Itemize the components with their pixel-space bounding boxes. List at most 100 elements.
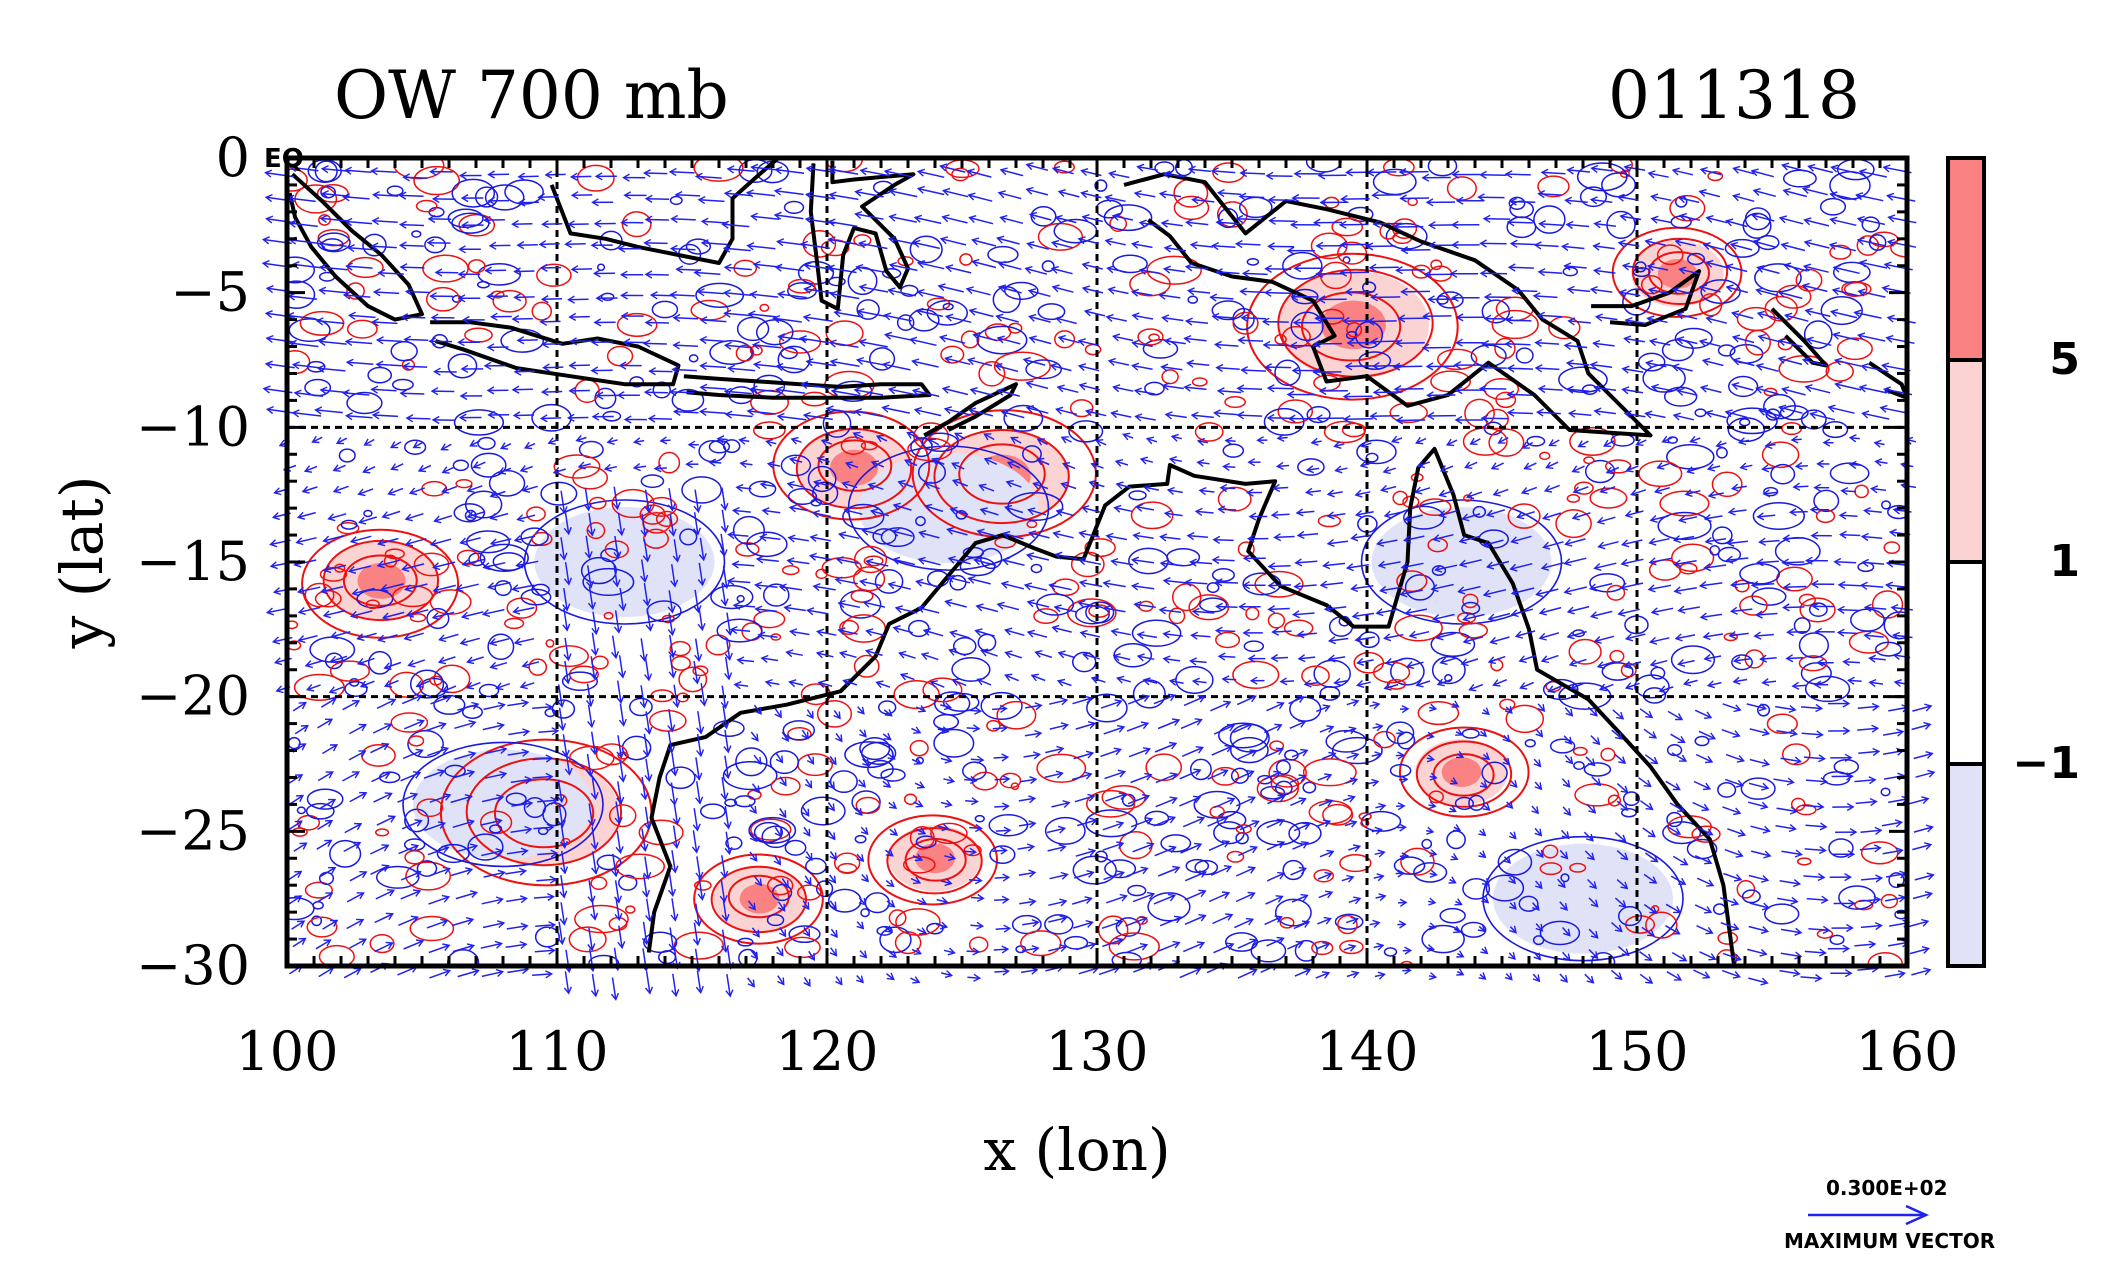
wind-vector-head bbox=[1111, 333, 1121, 342]
wind-vector bbox=[1864, 509, 1882, 514]
wind-vector-head bbox=[623, 191, 632, 200]
wind-vector-head bbox=[755, 555, 764, 564]
wind-vector bbox=[1439, 489, 1455, 497]
wind-vector-head bbox=[1315, 241, 1324, 251]
wind-vector-head bbox=[1116, 675, 1125, 684]
wind-vector bbox=[940, 704, 951, 709]
wind-vector-head bbox=[1563, 262, 1572, 271]
ow-negative-contour bbox=[699, 803, 726, 820]
wind-vector bbox=[560, 825, 566, 848]
wind-vector-head bbox=[860, 827, 869, 836]
wind-vector bbox=[1161, 366, 1183, 371]
wind-vector-head bbox=[269, 539, 278, 548]
ow-positive-contour bbox=[1744, 329, 1771, 356]
wind-vector-head bbox=[1194, 842, 1203, 851]
wind-vector bbox=[800, 337, 830, 344]
wind-vector-head bbox=[1701, 803, 1710, 812]
wind-vector bbox=[344, 294, 371, 298]
ow-negative-contour bbox=[1887, 504, 1907, 520]
wind-vector-head bbox=[969, 775, 978, 785]
wind-vector bbox=[1862, 412, 1890, 420]
wind-vector bbox=[307, 684, 321, 691]
wind-vector-head bbox=[590, 338, 599, 347]
wind-vector-head bbox=[1460, 658, 1469, 667]
wind-vector-head bbox=[377, 634, 386, 643]
wind-vector-head bbox=[1462, 614, 1471, 623]
wind-vector-head bbox=[457, 338, 465, 347]
wind-vector bbox=[1599, 683, 1614, 691]
wind-vector-head bbox=[1886, 238, 1896, 247]
wind-vector bbox=[511, 802, 533, 807]
wind-vector-head bbox=[1217, 505, 1226, 514]
wind-vector-head bbox=[483, 361, 492, 370]
wind-vector-head bbox=[723, 821, 732, 830]
wind-vector bbox=[1641, 926, 1655, 937]
wind-vector bbox=[910, 338, 937, 347]
wind-vector bbox=[1155, 797, 1177, 808]
wind-vector-head bbox=[590, 912, 599, 921]
wind-vector-head bbox=[412, 771, 422, 779]
wind-vector-head bbox=[1163, 337, 1172, 346]
wind-vector bbox=[1220, 486, 1236, 490]
wind-vector-head bbox=[1565, 220, 1574, 230]
wind-vector-head bbox=[838, 650, 848, 659]
wind-vector bbox=[979, 484, 995, 492]
ow-positive-contour bbox=[759, 303, 770, 312]
wind-vector-head bbox=[1686, 466, 1695, 475]
wind-vector-head bbox=[802, 313, 811, 322]
wind-vector-head bbox=[566, 413, 575, 422]
wind-vector bbox=[1135, 415, 1156, 421]
wind-vector bbox=[1078, 602, 1100, 608]
wind-vector bbox=[1687, 467, 1700, 473]
wind-vector bbox=[748, 803, 757, 814]
wind-vector-head bbox=[441, 894, 451, 903]
wind-vector bbox=[882, 406, 910, 414]
wind-vector bbox=[1838, 608, 1860, 612]
wind-vector-head bbox=[482, 562, 491, 571]
wind-vector bbox=[1341, 876, 1354, 882]
wind-vector bbox=[725, 344, 753, 349]
wind-vector bbox=[1752, 214, 1775, 222]
wind-vector bbox=[1535, 880, 1543, 889]
ow-negative-contour bbox=[736, 594, 745, 603]
wind-vector bbox=[954, 432, 966, 440]
wind-vector bbox=[1277, 464, 1290, 468]
ow-negative-contour bbox=[1828, 838, 1854, 858]
wind-vector-head bbox=[1469, 437, 1478, 445]
wind-vector bbox=[1126, 867, 1148, 877]
ow-positive-contour bbox=[1226, 850, 1245, 863]
wind-vector-head bbox=[685, 460, 693, 469]
wind-vector bbox=[721, 929, 727, 952]
wind-vector-head bbox=[404, 584, 413, 593]
wind-vector bbox=[426, 919, 448, 929]
wind-vector bbox=[1234, 770, 1254, 781]
wind-vector bbox=[1051, 801, 1070, 808]
wind-vector-head bbox=[415, 939, 425, 947]
wind-vector bbox=[1888, 240, 1917, 248]
wind-vector-head bbox=[666, 745, 676, 754]
wind-vector-head bbox=[1055, 770, 1064, 779]
ow-negative-contour bbox=[1741, 889, 1761, 904]
wind-vector-head bbox=[1370, 337, 1378, 346]
wind-vector-head bbox=[494, 817, 503, 826]
wind-vector bbox=[1159, 609, 1182, 613]
ow-negative-contour bbox=[880, 527, 915, 548]
wind-vector-head bbox=[642, 749, 651, 758]
wind-vector bbox=[1160, 535, 1181, 540]
wind-vector bbox=[1785, 314, 1809, 322]
wind-vector-head bbox=[1725, 284, 1734, 293]
wind-vector bbox=[654, 467, 667, 470]
wind-vector bbox=[1401, 290, 1431, 293]
ow-negative-contour bbox=[782, 720, 816, 741]
wind-vector-head bbox=[1249, 845, 1258, 854]
wind-vector bbox=[754, 876, 762, 886]
wind-vector-head bbox=[371, 411, 380, 420]
wind-vector bbox=[398, 916, 418, 926]
wind-vector bbox=[725, 637, 731, 660]
wind-vector bbox=[1271, 656, 1289, 660]
wind-vector-head bbox=[1103, 604, 1112, 614]
wind-vector bbox=[1544, 484, 1560, 492]
wind-vector bbox=[858, 779, 866, 788]
wind-vector bbox=[1100, 748, 1121, 758]
wind-vector bbox=[1490, 636, 1510, 644]
